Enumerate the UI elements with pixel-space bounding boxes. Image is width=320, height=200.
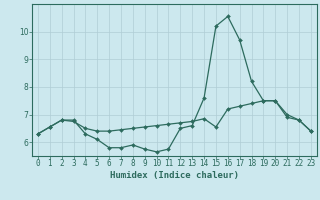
X-axis label: Humidex (Indice chaleur): Humidex (Indice chaleur)	[110, 171, 239, 180]
